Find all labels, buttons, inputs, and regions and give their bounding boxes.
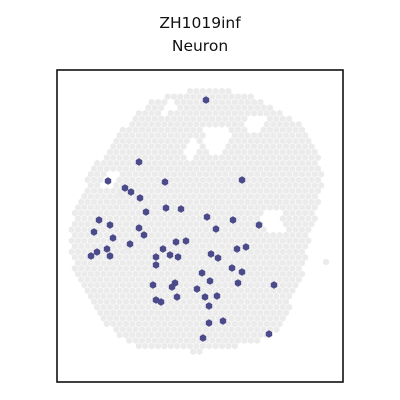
highlight-spot (142, 208, 150, 216)
highlight-spot (214, 254, 222, 262)
highlight-spot (106, 221, 114, 229)
background-spot-layer (68, 87, 329, 355)
highlight-spot (205, 319, 213, 327)
highlight-spot (166, 251, 174, 259)
highlight-spot (90, 228, 98, 236)
highlight-spot (103, 245, 111, 253)
highlight-spot (95, 216, 103, 224)
highlight-spot (219, 317, 227, 325)
highlight-spot (157, 298, 165, 306)
highlight-spot (265, 330, 273, 338)
highlight-spot (159, 245, 167, 253)
highlight-spot (152, 253, 160, 261)
highlight-spot (242, 243, 250, 251)
highlight-spot (177, 205, 185, 213)
highlight-spot (106, 252, 114, 260)
plot-frame (56, 69, 344, 383)
highlight-spot (193, 285, 201, 293)
highlight-spot-layer (87, 96, 278, 342)
highlight-spot (174, 253, 182, 261)
highlight-spot (140, 231, 148, 239)
highlight-spot (238, 268, 246, 276)
highlight-spot (201, 293, 209, 301)
highlight-spot (152, 261, 160, 269)
highlight-spot (270, 281, 278, 289)
chart-title-line-2: Neuron (171, 37, 229, 55)
highlight-spot (121, 184, 129, 192)
highlight-spot (234, 279, 242, 287)
highlight-spot (109, 234, 117, 242)
highlight-spot (198, 269, 206, 277)
highlight-spot (199, 334, 207, 342)
highlight-spot (206, 277, 214, 285)
highlight-spot (135, 224, 143, 232)
highlight-spot (203, 213, 211, 221)
highlight-spot (207, 250, 215, 258)
highlight-spot (152, 296, 160, 304)
highlight-spot (202, 96, 210, 104)
highlight-spot (149, 281, 157, 289)
background-spots (68, 87, 329, 355)
highlight-spot (168, 283, 176, 291)
highlight-spot (135, 158, 143, 166)
highlight-spot (127, 188, 135, 196)
highlight-spot (161, 178, 169, 186)
chart-title-line-1: ZH1019inf (159, 14, 241, 32)
highlight-spot (87, 252, 95, 260)
highlight-spot (212, 225, 220, 233)
highlight-spot (162, 204, 170, 212)
highlight-spot (93, 248, 101, 256)
highlight-spot (233, 245, 241, 253)
highlight-spot (238, 176, 246, 184)
highlight-spot (173, 293, 181, 301)
highlight-spot (205, 302, 213, 310)
highlight-spot (228, 264, 236, 272)
highlight-spot (136, 194, 144, 202)
highlight-spot (229, 216, 237, 224)
highlight-spot (182, 237, 190, 245)
highlight-spot (172, 238, 180, 246)
highlight-spot (126, 240, 134, 248)
highlight-spot (104, 177, 112, 185)
highlight-spot (213, 292, 221, 300)
highlight-spot (255, 221, 263, 229)
